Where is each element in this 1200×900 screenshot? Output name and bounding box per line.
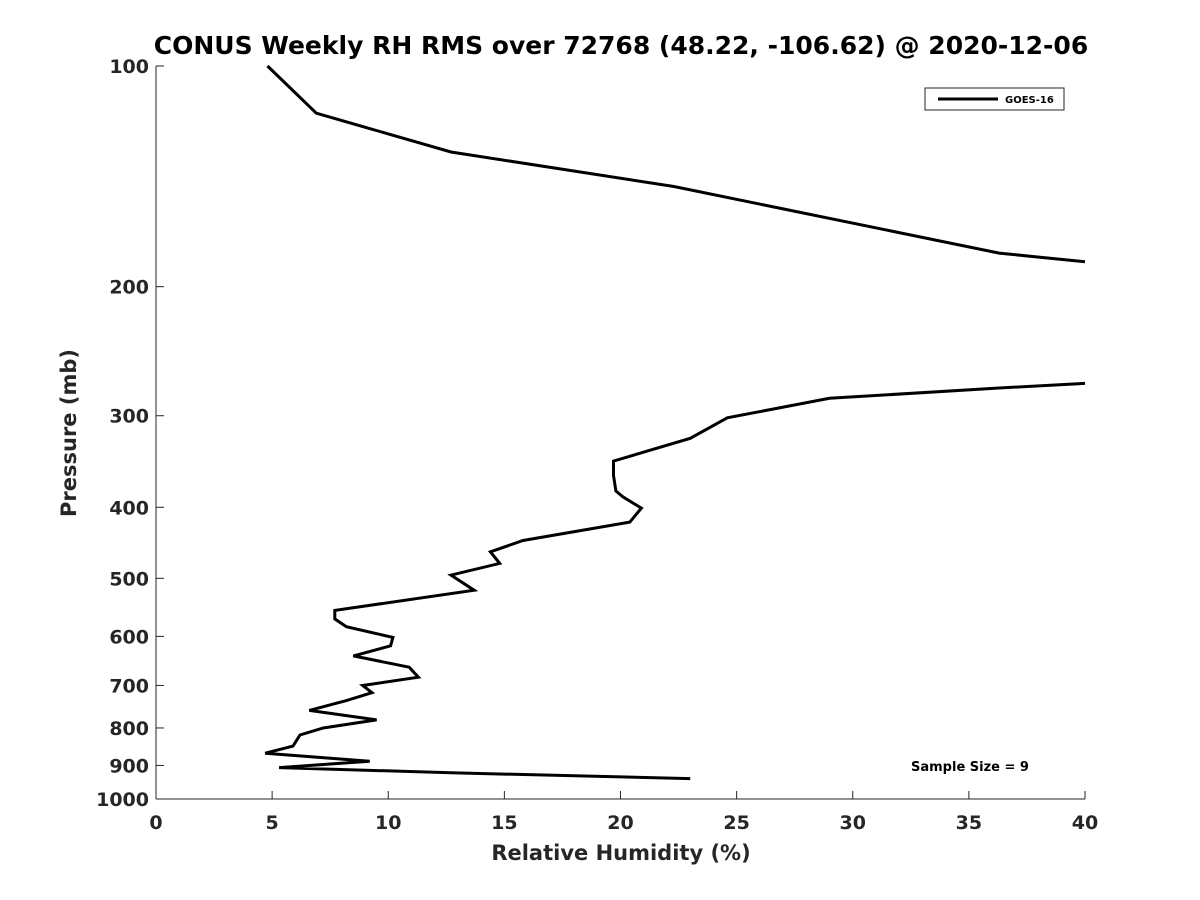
x-tick-label: 5 [266, 812, 279, 834]
x-tick-label: 35 [956, 812, 982, 834]
y-tick-label: 800 [109, 718, 149, 740]
y-axis-label: Pressure (mb) [57, 349, 81, 517]
y-tick-label: 200 [109, 277, 149, 299]
x-tick-label: 40 [1072, 812, 1098, 834]
legend: GOES-16 [924, 87, 1065, 111]
y-tick-label: 1000 [96, 789, 149, 811]
axis-layer [155, 66, 1085, 800]
x-tick-label: 30 [840, 812, 866, 834]
y-tick-label: 700 [109, 675, 149, 697]
y-ticks: 100 200 300 400 500 600 700 800 900 1000 [96, 56, 164, 811]
y-tick-label: 400 [109, 497, 149, 519]
x-ticks: 0 5 10 15 20 25 30 35 40 [149, 791, 1098, 834]
series-line-goes-16 [264, 381, 1086, 781]
legend-label-goes-16: GOES-16 [1005, 95, 1054, 106]
y-tick-label: 900 [109, 755, 149, 777]
x-axis-label: Relative Humidity (%) [491, 841, 750, 865]
y-tick-label: 600 [109, 626, 149, 648]
sample-size-annotation: Sample Size = 9 [911, 760, 1029, 775]
y-tick-label: 100 [109, 56, 149, 78]
chart-title: CONUS Weekly RH RMS over 72768 (48.22, -… [154, 31, 1088, 60]
series-layer [264, 64, 1086, 781]
x-tick-label: 0 [149, 812, 162, 834]
series-line-goes-16 [266, 64, 1086, 264]
x-tick-label: 20 [607, 812, 633, 834]
x-tick-label: 15 [491, 812, 517, 834]
x-tick-label: 25 [723, 812, 749, 834]
y-tick-label: 500 [109, 568, 149, 590]
y-tick-label: 300 [109, 406, 149, 428]
x-tick-label: 10 [375, 812, 401, 834]
